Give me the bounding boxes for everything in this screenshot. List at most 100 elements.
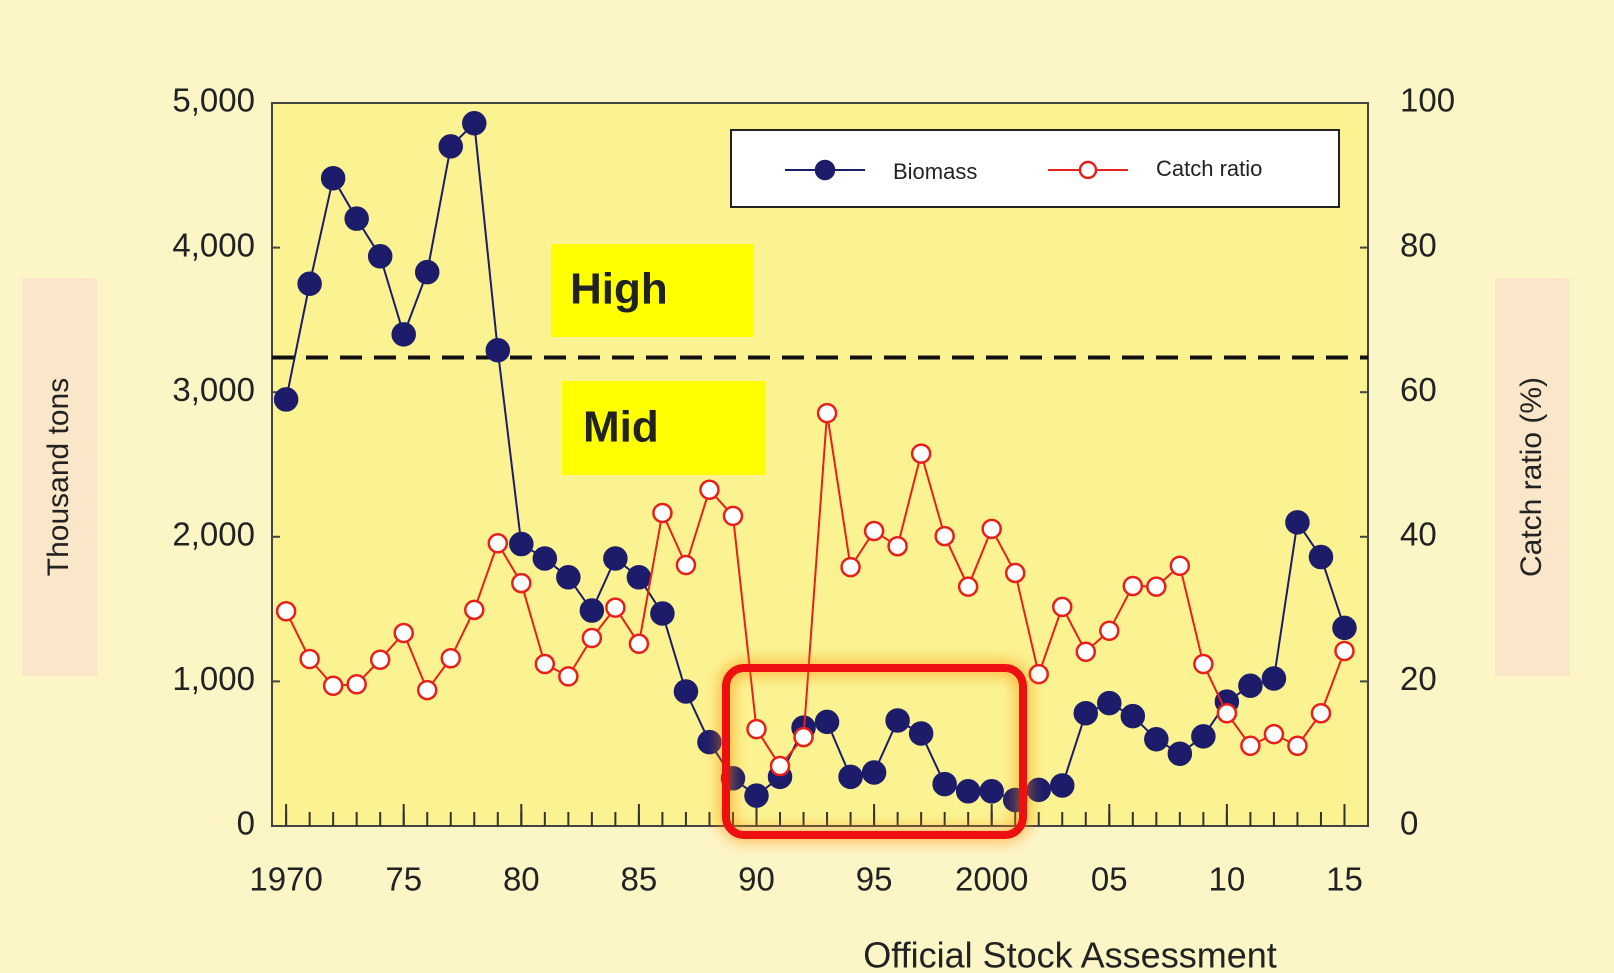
data-point: [981, 518, 1002, 540]
plot: [272, 102, 1368, 827]
annotation: Mid: [583, 403, 659, 452]
data-point: [885, 708, 910, 733]
data-point: [908, 721, 934, 746]
x-tick-label: 95: [856, 861, 893, 898]
data-point: [1261, 666, 1287, 691]
data-point: [838, 764, 863, 790]
data-point: [816, 402, 838, 424]
data-point: [558, 666, 579, 687]
data-point: [697, 729, 722, 755]
data-point: [297, 271, 322, 296]
data-point: [1051, 596, 1073, 618]
data-point: [1004, 562, 1026, 584]
data-point: [957, 576, 979, 597]
data-point: [462, 110, 487, 136]
data-point: [532, 546, 558, 571]
x-tick-label: 10: [1209, 861, 1246, 898]
data-point: [863, 520, 885, 542]
data-point: [603, 546, 628, 571]
data-point: [932, 771, 957, 797]
data-point: [1332, 615, 1357, 641]
y2-tick-label: 100: [1400, 82, 1455, 119]
data-point: [556, 565, 581, 590]
plot-area: [271, 102, 1369, 827]
data-point: [1144, 726, 1169, 752]
y-tick-label: 3,000: [172, 371, 255, 408]
data-point: [485, 338, 511, 363]
data-point: [1075, 641, 1097, 663]
data-point: [369, 649, 391, 670]
y2-title-box: [1495, 278, 1570, 676]
data-point: [438, 134, 463, 159]
data-point: [793, 726, 814, 748]
x-tick-label: 15: [1326, 861, 1363, 898]
y-tick-label: 4,000: [172, 226, 255, 263]
data-point: [273, 387, 299, 412]
data-point: [487, 533, 509, 554]
y-tick-label: 0: [237, 805, 255, 842]
y2-tick-label: 80: [1400, 226, 1437, 263]
y-axis-title: Thousand tons: [42, 378, 75, 576]
data-point: [955, 779, 981, 804]
data-point: [440, 648, 461, 669]
y2-axis-title: Catch ratio (%): [1515, 377, 1548, 577]
data-point: [1099, 620, 1120, 642]
data-point: [275, 601, 297, 622]
data-point: [910, 443, 932, 464]
data-point: [699, 479, 720, 501]
y2-tick-label: 40: [1400, 516, 1437, 553]
data-point: [650, 601, 675, 626]
y2-tick-label: 20: [1400, 660, 1437, 697]
data-point: [1049, 773, 1075, 798]
legend-label: Biomass: [893, 159, 977, 184]
data-point: [320, 165, 346, 191]
data-point: [1122, 575, 1144, 597]
data-point: [1028, 663, 1049, 685]
x-tick-label: 05: [1091, 861, 1128, 898]
legend-label: Catch ratio: [1156, 156, 1262, 181]
data-point: [1073, 700, 1099, 726]
x-tick-label: 75: [385, 861, 422, 898]
y-tick-label: 1,000: [172, 660, 255, 697]
data-point: [1263, 723, 1285, 745]
data-point: [509, 531, 534, 557]
data-point: [1238, 673, 1263, 698]
data-point: [1146, 576, 1167, 597]
data-point: [1097, 690, 1122, 716]
data-point: [367, 244, 393, 269]
x-tick-label: 80: [503, 861, 540, 898]
data-point: [579, 598, 605, 623]
data-point: [511, 572, 532, 594]
data-point: [1167, 741, 1193, 766]
annotation-box: [562, 381, 766, 475]
data-point: [675, 554, 697, 576]
data-point: [1216, 702, 1238, 724]
series-line: [285, 413, 1346, 768]
x-tick-label: 2000: [955, 861, 1028, 898]
data-point: [934, 525, 955, 547]
data-point: [1191, 724, 1216, 749]
data-point: [534, 653, 556, 675]
annotation: High: [570, 265, 668, 314]
data-point: [393, 622, 414, 644]
data-point: [1310, 702, 1332, 724]
data-point: [1193, 653, 1214, 675]
data-point: [1334, 640, 1355, 662]
data-point: [1308, 544, 1334, 570]
data-point: [979, 779, 1004, 804]
highlight-box: [722, 664, 1027, 839]
data-point: [1026, 777, 1051, 803]
data-point: [673, 679, 699, 704]
legend-marker: [1078, 160, 1098, 180]
data-point: [1120, 703, 1146, 729]
data-point: [605, 597, 626, 618]
source: Official Stock Assessment: [863, 935, 1277, 973]
data-point: [722, 505, 744, 527]
data-point: [652, 502, 673, 524]
x-tick-label: 85: [621, 861, 658, 898]
data-point: [299, 648, 320, 670]
data-point: [628, 633, 650, 655]
data-point: [1240, 735, 1261, 756]
